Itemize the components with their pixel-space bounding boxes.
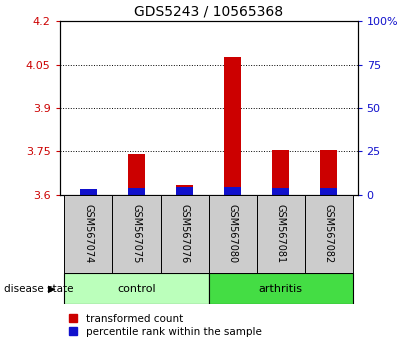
Text: disease state: disease state (4, 284, 74, 293)
Bar (161, 195, 209, 273)
Text: GSM567076: GSM567076 (180, 204, 189, 263)
Title: GDS5243 / 10565368: GDS5243 / 10565368 (134, 5, 283, 19)
Bar (176, 187, 193, 195)
Bar (256, 195, 305, 273)
Text: control: control (117, 284, 156, 293)
Bar (272, 188, 289, 195)
Text: GSM567074: GSM567074 (83, 204, 93, 263)
Bar (320, 150, 337, 195)
Text: ▶: ▶ (48, 284, 55, 293)
Bar (113, 195, 161, 273)
Text: GSM567075: GSM567075 (132, 204, 141, 263)
Bar (224, 188, 241, 195)
Legend: transformed count, percentile rank within the sample: transformed count, percentile rank withi… (65, 310, 266, 341)
Bar (65, 273, 209, 304)
Bar (128, 188, 145, 195)
Bar (128, 154, 145, 195)
Text: GSM567082: GSM567082 (324, 204, 334, 263)
Bar (224, 57, 241, 195)
Bar (176, 184, 193, 195)
Text: GSM567081: GSM567081 (276, 204, 286, 263)
Bar (272, 150, 289, 195)
Bar (209, 273, 353, 304)
Bar (80, 193, 97, 195)
Bar (209, 195, 256, 273)
Bar (320, 188, 337, 195)
Bar (305, 195, 353, 273)
Text: GSM567080: GSM567080 (228, 204, 238, 263)
Bar (65, 195, 113, 273)
Text: arthritis: arthritis (259, 284, 302, 293)
Bar (80, 189, 97, 195)
